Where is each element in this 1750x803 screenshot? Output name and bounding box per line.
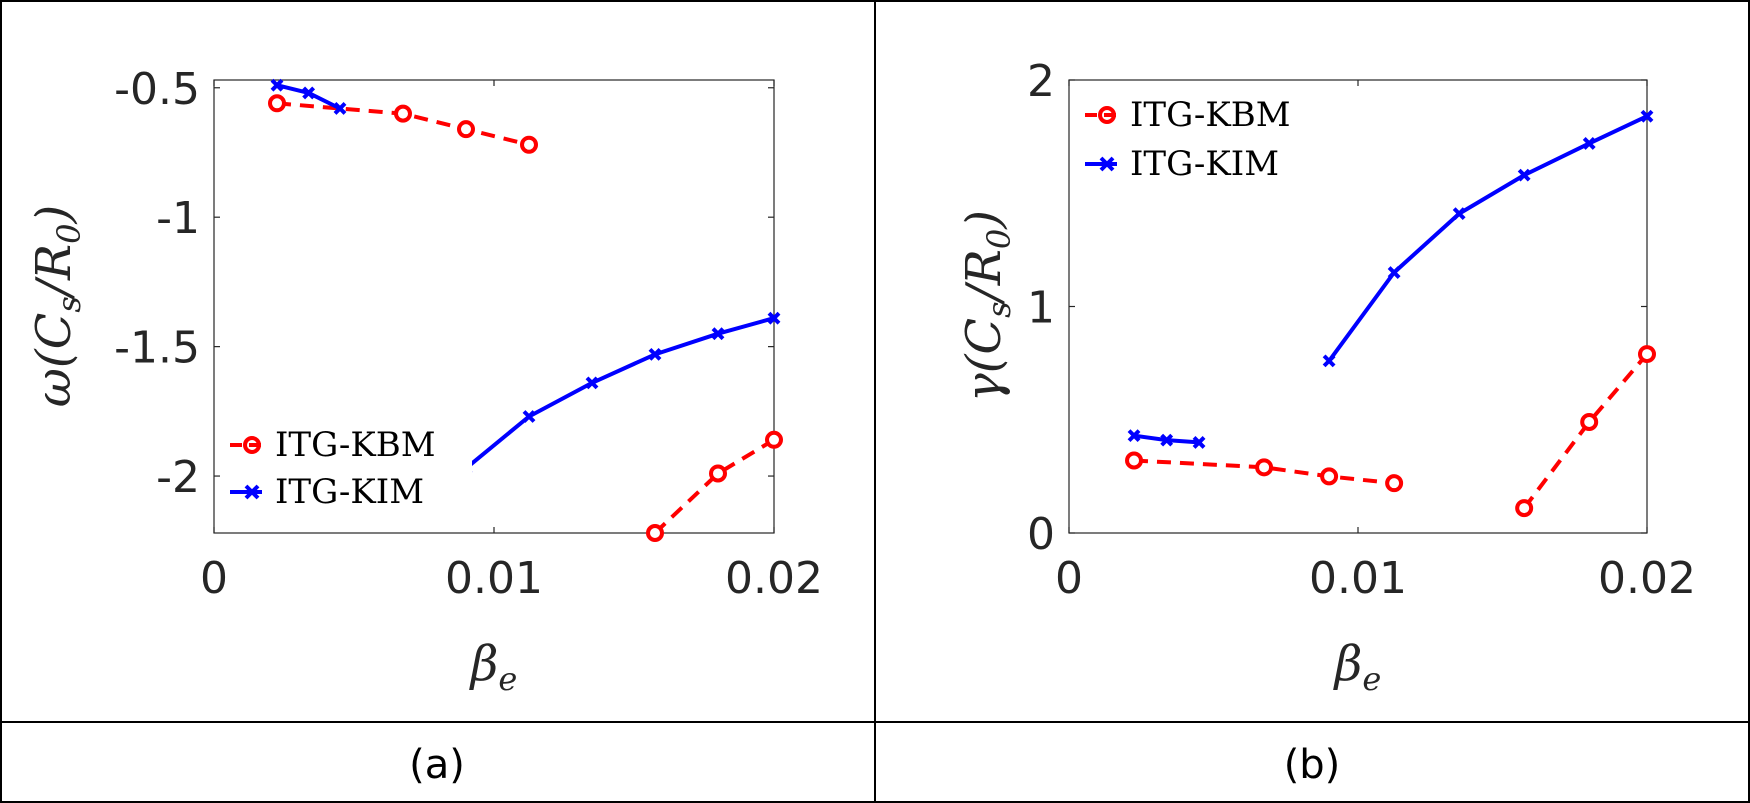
- series-line-a-1-1: [464, 316, 775, 470]
- data-point-b-1-0-1: [1160, 433, 1174, 447]
- legend-kbm-label-b: ITG-KBM: [1130, 95, 1291, 135]
- data-point-a-0-0-0: [268, 94, 286, 113]
- y-tick-label-b-2: 2: [1027, 56, 1055, 107]
- data-point-b-0-1-0: [1515, 499, 1534, 518]
- ticks-b: 0 0.01 0.02 0 1 2: [1027, 56, 1696, 604]
- data-point-b-0-0-1: [1255, 458, 1274, 477]
- series-line-b-0-1: [1522, 352, 1649, 510]
- x-tick-label-a-2: 0.02: [725, 553, 823, 604]
- legend-kim-label-a: ITG-KIM: [275, 472, 424, 512]
- x-axis-label-b: βe: [1333, 636, 1382, 698]
- data-point-b-1-1-1: [1387, 266, 1401, 279]
- data-point-a-0-0-3: [520, 135, 538, 154]
- y-tick-label-a-1: -1: [156, 193, 200, 244]
- data-point-b-1-1-5: [1640, 109, 1654, 123]
- x-tick-label-a-1: 0.01: [445, 553, 543, 604]
- series-line-b-0-0: [1133, 458, 1395, 486]
- data-point-b-1-0-2: [1192, 435, 1206, 449]
- panel-a: 0 0.01 0.02 -0.5 -1 -1.5 -2 βe ω(Cs/R0) ITG-KB…: [26, 64, 823, 788]
- y-axis-label-a: ω(Cs/R0): [26, 205, 88, 407]
- data-point-a-1-0-0: [270, 78, 284, 92]
- data-point-a-1-1-2: [585, 376, 599, 390]
- x-axis-label-a: βe: [469, 636, 518, 698]
- legend-kbm-marker-b: [1098, 106, 1116, 124]
- legend-a: ITG-KBM ITG-KIM: [222, 418, 472, 518]
- legend-kim-label-b: ITG-KIM: [1130, 144, 1279, 184]
- legend-b: ITG-KBM ITG-KIM: [1077, 90, 1327, 190]
- data-point-b-0-0-0: [1125, 451, 1144, 470]
- panel-b: 0 0.01 0.02 0 1 2 βe γ(Cs/R0) ITG-KBM ITG-KIM…: [956, 56, 1696, 788]
- x-tick-label-a-0: 0: [200, 553, 228, 604]
- series-a: [268, 78, 783, 542]
- data-point-a-1-1-3: [648, 347, 662, 361]
- x-tick-label-b-2: 0.02: [1598, 553, 1696, 604]
- legend-box-a: [222, 418, 472, 518]
- data-point-a-0-0-2: [457, 120, 475, 139]
- caption-a: (a): [409, 742, 465, 788]
- data-point-a-1-1-5: [767, 311, 781, 325]
- data-point-a-1-0-1: [302, 86, 316, 100]
- legend-box-b: [1077, 90, 1327, 190]
- legend-kim-marker-a: [244, 484, 260, 500]
- data-point-b-0-1-1: [1580, 413, 1599, 432]
- x-tick-label-b-1: 0.01: [1309, 553, 1407, 604]
- series-b: [1125, 109, 1656, 518]
- y-tick-label-b-1: 1: [1027, 283, 1055, 334]
- data-point-a-0-1-1: [709, 464, 727, 483]
- caption-b: (b): [1284, 742, 1341, 788]
- data-point-b-0-0-2: [1320, 467, 1339, 486]
- data-point-b-0-1-2: [1638, 345, 1656, 364]
- y-axis-label-b: γ(Cs/R0): [956, 210, 1018, 402]
- data-point-b-1-1-4: [1582, 137, 1596, 150]
- data-point-b-0-0-3: [1385, 474, 1404, 493]
- data-point-b-1-1-0: [1322, 354, 1336, 368]
- y-tick-label-a-2: -1.5: [114, 323, 200, 374]
- data-point-a-0-0-1: [394, 104, 412, 123]
- data-point-a-1-1-1: [522, 410, 536, 423]
- y-tick-label-a-0: -0.5: [114, 64, 200, 115]
- data-point-b-1-1-2: [1452, 207, 1466, 221]
- legend-kbm-marker-a: [243, 436, 261, 454]
- series-line-a-0-1: [653, 438, 776, 535]
- data-point-b-1-0-0: [1127, 429, 1141, 443]
- data-point-a-1-0-2: [333, 102, 347, 115]
- y-tick-label-b-0: 0: [1027, 509, 1055, 560]
- series-line-b-1-1: [1327, 114, 1648, 363]
- data-point-a-0-1-2: [765, 430, 783, 449]
- legend-kim-marker-b: [1099, 156, 1115, 172]
- ticks-a: 0 0.01 0.02 -0.5 -1 -1.5 -2: [114, 64, 823, 604]
- data-point-a-1-1-4: [711, 327, 725, 341]
- x-tick-label-b-0: 0: [1055, 553, 1083, 604]
- y-tick-label-a-3: -2: [156, 452, 200, 503]
- data-point-b-1-1-3: [1517, 168, 1531, 182]
- legend-kbm-label-a: ITG-KBM: [275, 425, 436, 465]
- data-point-a-0-1-0: [646, 524, 664, 542]
